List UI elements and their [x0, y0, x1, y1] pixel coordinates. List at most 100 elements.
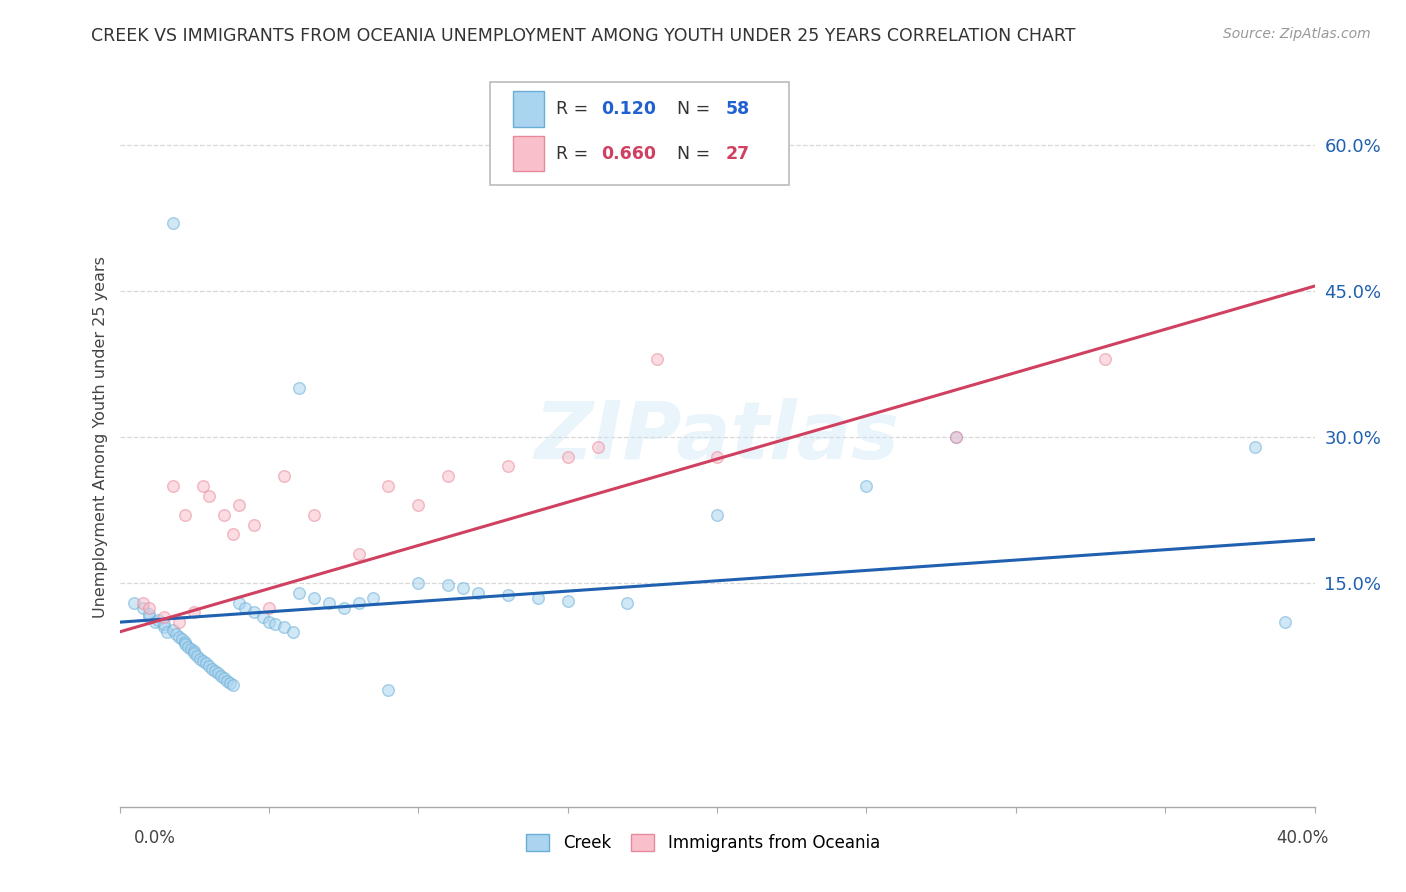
FancyBboxPatch shape: [513, 136, 544, 171]
Point: [233, 600, 256, 615]
Point: [273, 469, 295, 483]
Point: [243, 606, 266, 620]
Text: 58: 58: [725, 100, 749, 118]
Point: [527, 591, 550, 605]
Point: [191, 654, 215, 668]
Point: [347, 547, 370, 561]
Point: [204, 664, 226, 678]
Text: 40.0%: 40.0%: [1277, 829, 1329, 847]
Point: [177, 640, 200, 654]
Text: R =: R =: [555, 100, 593, 118]
Point: [222, 527, 245, 541]
Point: [557, 593, 579, 607]
Point: [496, 588, 519, 602]
Point: [148, 613, 170, 627]
Point: [467, 586, 489, 600]
Text: N =: N =: [665, 100, 716, 118]
Point: [408, 576, 430, 591]
Point: [945, 430, 967, 444]
Point: [273, 620, 295, 634]
Point: [228, 596, 250, 610]
Point: [616, 596, 638, 610]
Point: [174, 508, 197, 522]
Text: Source: ZipAtlas.com: Source: ZipAtlas.com: [1223, 27, 1371, 41]
FancyBboxPatch shape: [491, 82, 789, 186]
Point: [174, 637, 197, 651]
Point: [183, 606, 205, 620]
Point: [169, 630, 191, 644]
Point: [162, 479, 184, 493]
Y-axis label: Unemployment Among Youth under 25 years: Unemployment Among Youth under 25 years: [93, 256, 108, 618]
Text: R =: R =: [555, 145, 593, 162]
Point: [288, 586, 311, 600]
Point: [180, 642, 202, 657]
Point: [302, 508, 325, 522]
Point: [586, 440, 609, 454]
Point: [124, 596, 146, 610]
Point: [174, 634, 197, 648]
Point: [198, 489, 221, 503]
Point: [138, 607, 160, 622]
Text: CREEK VS IMMIGRANTS FROM OCEANIA UNEMPLOYMENT AMONG YOUTH UNDER 25 YEARS CORRELA: CREEK VS IMMIGRANTS FROM OCEANIA UNEMPLO…: [91, 27, 1076, 45]
Point: [172, 632, 194, 646]
Point: [332, 600, 354, 615]
Point: [191, 479, 215, 493]
Point: [1274, 615, 1296, 630]
Text: ZIPatlas: ZIPatlas: [534, 398, 900, 476]
Point: [252, 610, 274, 624]
Point: [557, 450, 579, 464]
Point: [162, 623, 184, 637]
Point: [706, 508, 728, 522]
Point: [347, 596, 370, 610]
Point: [408, 498, 430, 512]
Point: [706, 450, 728, 464]
Point: [363, 591, 385, 605]
Point: [257, 600, 280, 615]
Point: [156, 624, 179, 639]
Point: [217, 673, 239, 688]
Text: 0.0%: 0.0%: [134, 829, 176, 847]
Point: [186, 649, 208, 664]
Point: [318, 596, 340, 610]
Text: 27: 27: [725, 145, 749, 162]
Point: [153, 617, 176, 632]
Point: [437, 578, 460, 592]
Point: [153, 620, 176, 634]
Text: 0.120: 0.120: [602, 100, 657, 118]
Point: [945, 430, 967, 444]
Point: [209, 669, 232, 683]
Point: [212, 508, 235, 522]
Point: [198, 659, 221, 673]
Point: [195, 656, 218, 670]
Point: [132, 600, 155, 615]
Point: [183, 644, 205, 658]
Point: [169, 615, 191, 630]
Point: [138, 600, 160, 615]
Point: [228, 498, 250, 512]
Point: [201, 662, 224, 676]
Point: [162, 216, 184, 230]
Point: [257, 615, 280, 630]
Point: [1244, 440, 1267, 454]
Point: [243, 517, 266, 532]
Point: [281, 624, 304, 639]
Point: [288, 381, 311, 395]
Point: [165, 627, 187, 641]
Point: [222, 678, 245, 692]
Point: [496, 459, 519, 474]
Point: [132, 596, 155, 610]
Text: N =: N =: [665, 145, 716, 162]
Point: [377, 683, 399, 698]
Point: [207, 665, 229, 680]
Point: [145, 615, 166, 630]
Point: [1094, 352, 1116, 367]
FancyBboxPatch shape: [513, 91, 544, 127]
Text: 0.660: 0.660: [602, 145, 657, 162]
Point: [219, 675, 242, 690]
Point: [183, 646, 205, 660]
Legend: Creek, Immigrants from Oceania: Creek, Immigrants from Oceania: [519, 827, 887, 859]
Point: [212, 671, 235, 685]
Point: [153, 610, 176, 624]
Point: [188, 652, 211, 666]
Point: [647, 352, 669, 367]
